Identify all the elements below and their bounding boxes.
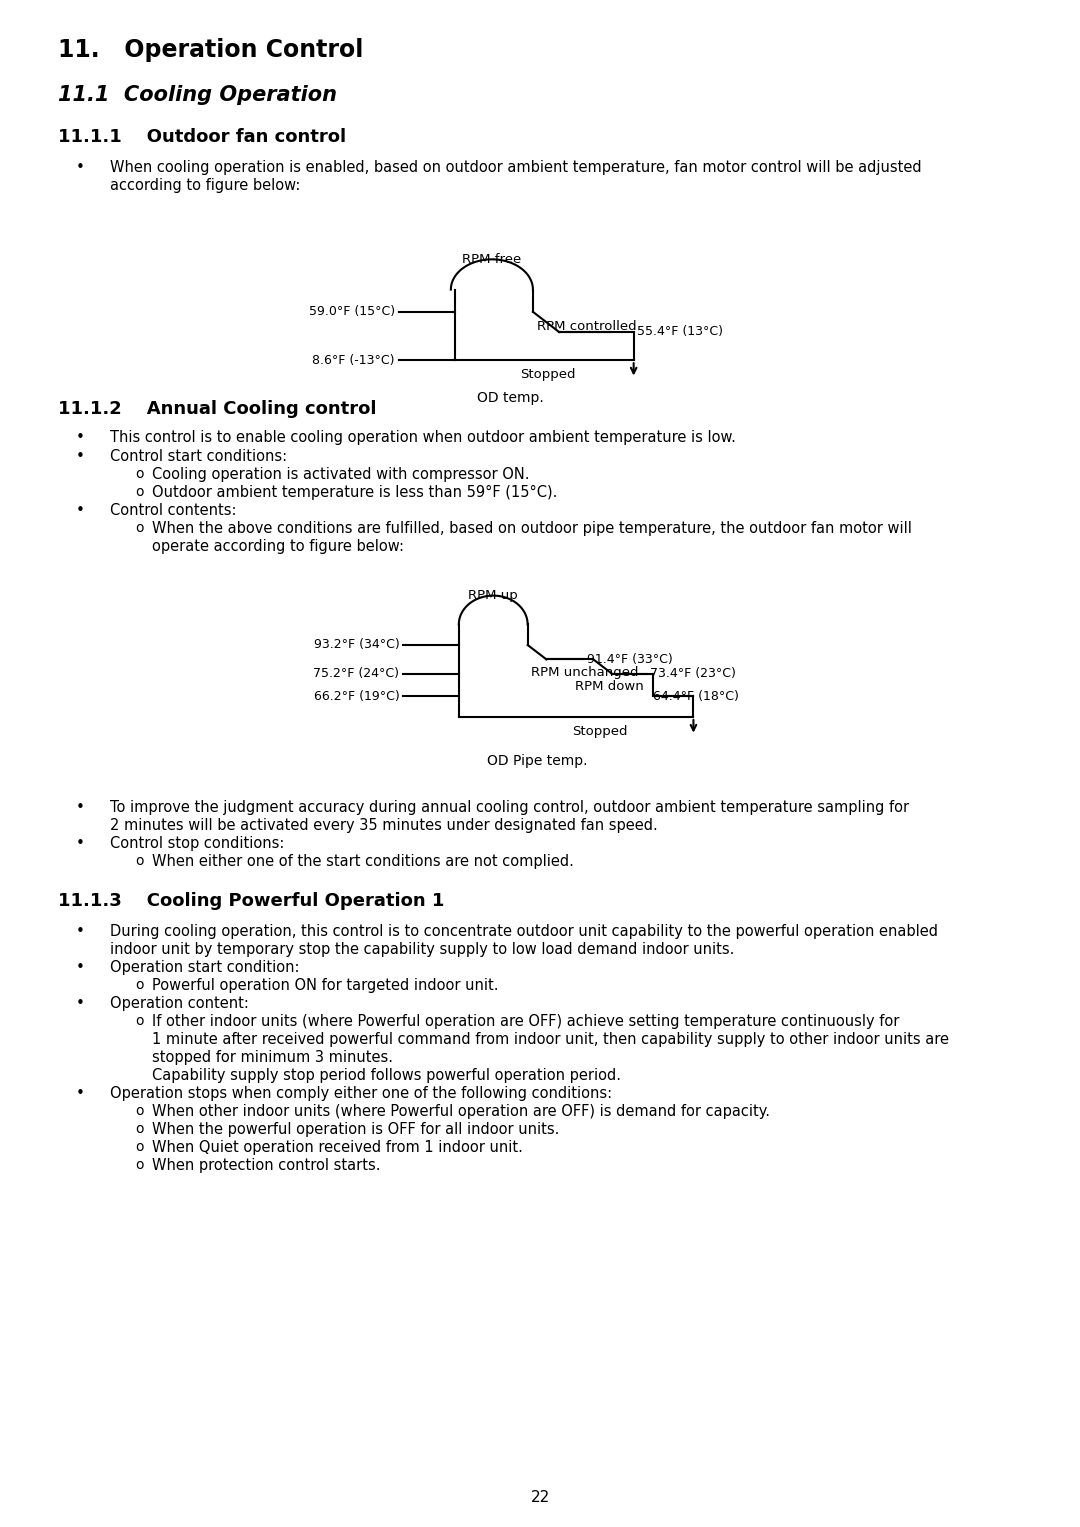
Text: To improve the judgment accuracy during annual cooling control, outdoor ambient : To improve the judgment accuracy during … xyxy=(110,800,909,815)
Text: o: o xyxy=(135,1014,144,1028)
Text: •: • xyxy=(76,800,85,815)
Text: 22: 22 xyxy=(530,1490,550,1506)
Text: •: • xyxy=(76,1086,85,1101)
Text: When the above conditions are fulfilled, based on outdoor pipe temperature, the : When the above conditions are fulfilled,… xyxy=(152,521,912,536)
Text: 11.1.1    Outdoor fan control: 11.1.1 Outdoor fan control xyxy=(58,128,346,147)
Text: o: o xyxy=(135,1122,144,1136)
Text: When Quiet operation received from 1 indoor unit.: When Quiet operation received from 1 ind… xyxy=(152,1141,523,1154)
Text: OD Pipe temp.: OD Pipe temp. xyxy=(487,754,588,768)
Text: 59.0°F (15°C): 59.0°F (15°C) xyxy=(309,305,395,318)
Text: RPM free: RPM free xyxy=(462,253,522,266)
Text: 2 minutes will be activated every 35 minutes under designated fan speed.: 2 minutes will be activated every 35 min… xyxy=(110,818,658,834)
Text: RPM controlled: RPM controlled xyxy=(537,319,636,333)
Text: When protection control starts.: When protection control starts. xyxy=(152,1157,380,1173)
Text: Powerful operation ON for targeted indoor unit.: Powerful operation ON for targeted indoo… xyxy=(152,977,499,993)
Text: o: o xyxy=(135,1141,144,1154)
Text: •: • xyxy=(76,835,85,851)
Text: stopped for minimum 3 minutes.: stopped for minimum 3 minutes. xyxy=(152,1051,393,1064)
Text: Control start conditions:: Control start conditions: xyxy=(110,449,287,464)
Text: When cooling operation is enabled, based on outdoor ambient temperature, fan mot: When cooling operation is enabled, based… xyxy=(110,160,921,176)
Text: •: • xyxy=(76,502,85,518)
Text: Stopped: Stopped xyxy=(571,725,627,738)
Text: 11.1.2    Annual Cooling control: 11.1.2 Annual Cooling control xyxy=(58,400,377,418)
Text: •: • xyxy=(76,996,85,1011)
Text: 8.6°F (-13°C): 8.6°F (-13°C) xyxy=(312,354,395,366)
Text: 93.2°F (34°C): 93.2°F (34°C) xyxy=(313,638,400,652)
Text: 64.4°F (18°C): 64.4°F (18°C) xyxy=(652,690,739,702)
Text: RPM up: RPM up xyxy=(469,589,518,603)
Text: o: o xyxy=(135,467,144,481)
Text: Operation start condition:: Operation start condition: xyxy=(110,960,299,976)
Text: 91.4°F (33°C): 91.4°F (33°C) xyxy=(588,654,673,666)
Text: operate according to figure below:: operate according to figure below: xyxy=(152,539,404,554)
Text: indoor unit by temporary stop the capability supply to low load demand indoor un: indoor unit by temporary stop the capabi… xyxy=(110,942,734,957)
Text: 75.2°F (24°C): 75.2°F (24°C) xyxy=(313,667,400,681)
Text: Cooling operation is activated with compressor ON.: Cooling operation is activated with comp… xyxy=(152,467,529,483)
Text: o: o xyxy=(135,521,144,534)
Text: o: o xyxy=(135,1157,144,1173)
Text: •: • xyxy=(76,924,85,939)
Text: 11.1.3    Cooling Powerful Operation 1: 11.1.3 Cooling Powerful Operation 1 xyxy=(58,892,444,910)
Text: 1 minute after received powerful command from indoor unit, then capability suppl: 1 minute after received powerful command… xyxy=(152,1032,949,1048)
Text: During cooling operation, this control is to concentrate outdoor unit capability: During cooling operation, this control i… xyxy=(110,924,939,939)
Text: 11.   Operation Control: 11. Operation Control xyxy=(58,38,363,63)
Text: 55.4°F (13°C): 55.4°F (13°C) xyxy=(637,325,724,339)
Text: Operation content:: Operation content: xyxy=(110,996,248,1011)
Text: If other indoor units (where Powerful operation are OFF) achieve setting tempera: If other indoor units (where Powerful op… xyxy=(152,1014,900,1029)
Text: Operation stops when comply either one of the following conditions:: Operation stops when comply either one o… xyxy=(110,1086,612,1101)
Text: o: o xyxy=(135,1104,144,1118)
Text: When the powerful operation is OFF for all indoor units.: When the powerful operation is OFF for a… xyxy=(152,1122,559,1138)
Text: RPM unchanged: RPM unchanged xyxy=(530,666,638,678)
Text: Outdoor ambient temperature is less than 59°F (15°C).: Outdoor ambient temperature is less than… xyxy=(152,486,557,499)
Text: according to figure below:: according to figure below: xyxy=(110,179,300,192)
Text: This control is to enable cooling operation when outdoor ambient temperature is : This control is to enable cooling operat… xyxy=(110,431,735,444)
Text: RPM down: RPM down xyxy=(575,680,644,693)
Text: When either one of the start conditions are not complied.: When either one of the start conditions … xyxy=(152,854,573,869)
Text: Control contents:: Control contents: xyxy=(110,502,237,518)
Text: 73.4°F (23°C): 73.4°F (23°C) xyxy=(650,667,735,681)
Text: •: • xyxy=(76,431,85,444)
Text: o: o xyxy=(135,854,144,867)
Text: o: o xyxy=(135,486,144,499)
Text: 66.2°F (19°C): 66.2°F (19°C) xyxy=(313,690,400,702)
Text: o: o xyxy=(135,977,144,993)
Text: Control stop conditions:: Control stop conditions: xyxy=(110,835,284,851)
Text: •: • xyxy=(76,160,85,176)
Text: Stopped: Stopped xyxy=(521,368,576,382)
Text: OD temp.: OD temp. xyxy=(477,391,544,405)
Text: •: • xyxy=(76,449,85,464)
Text: 11.1  Cooling Operation: 11.1 Cooling Operation xyxy=(58,86,337,105)
Text: When other indoor units (where Powerful operation are OFF) is demand for capacit: When other indoor units (where Powerful … xyxy=(152,1104,770,1119)
Text: •: • xyxy=(76,960,85,976)
Text: Capability supply stop period follows powerful operation period.: Capability supply stop period follows po… xyxy=(152,1067,621,1083)
